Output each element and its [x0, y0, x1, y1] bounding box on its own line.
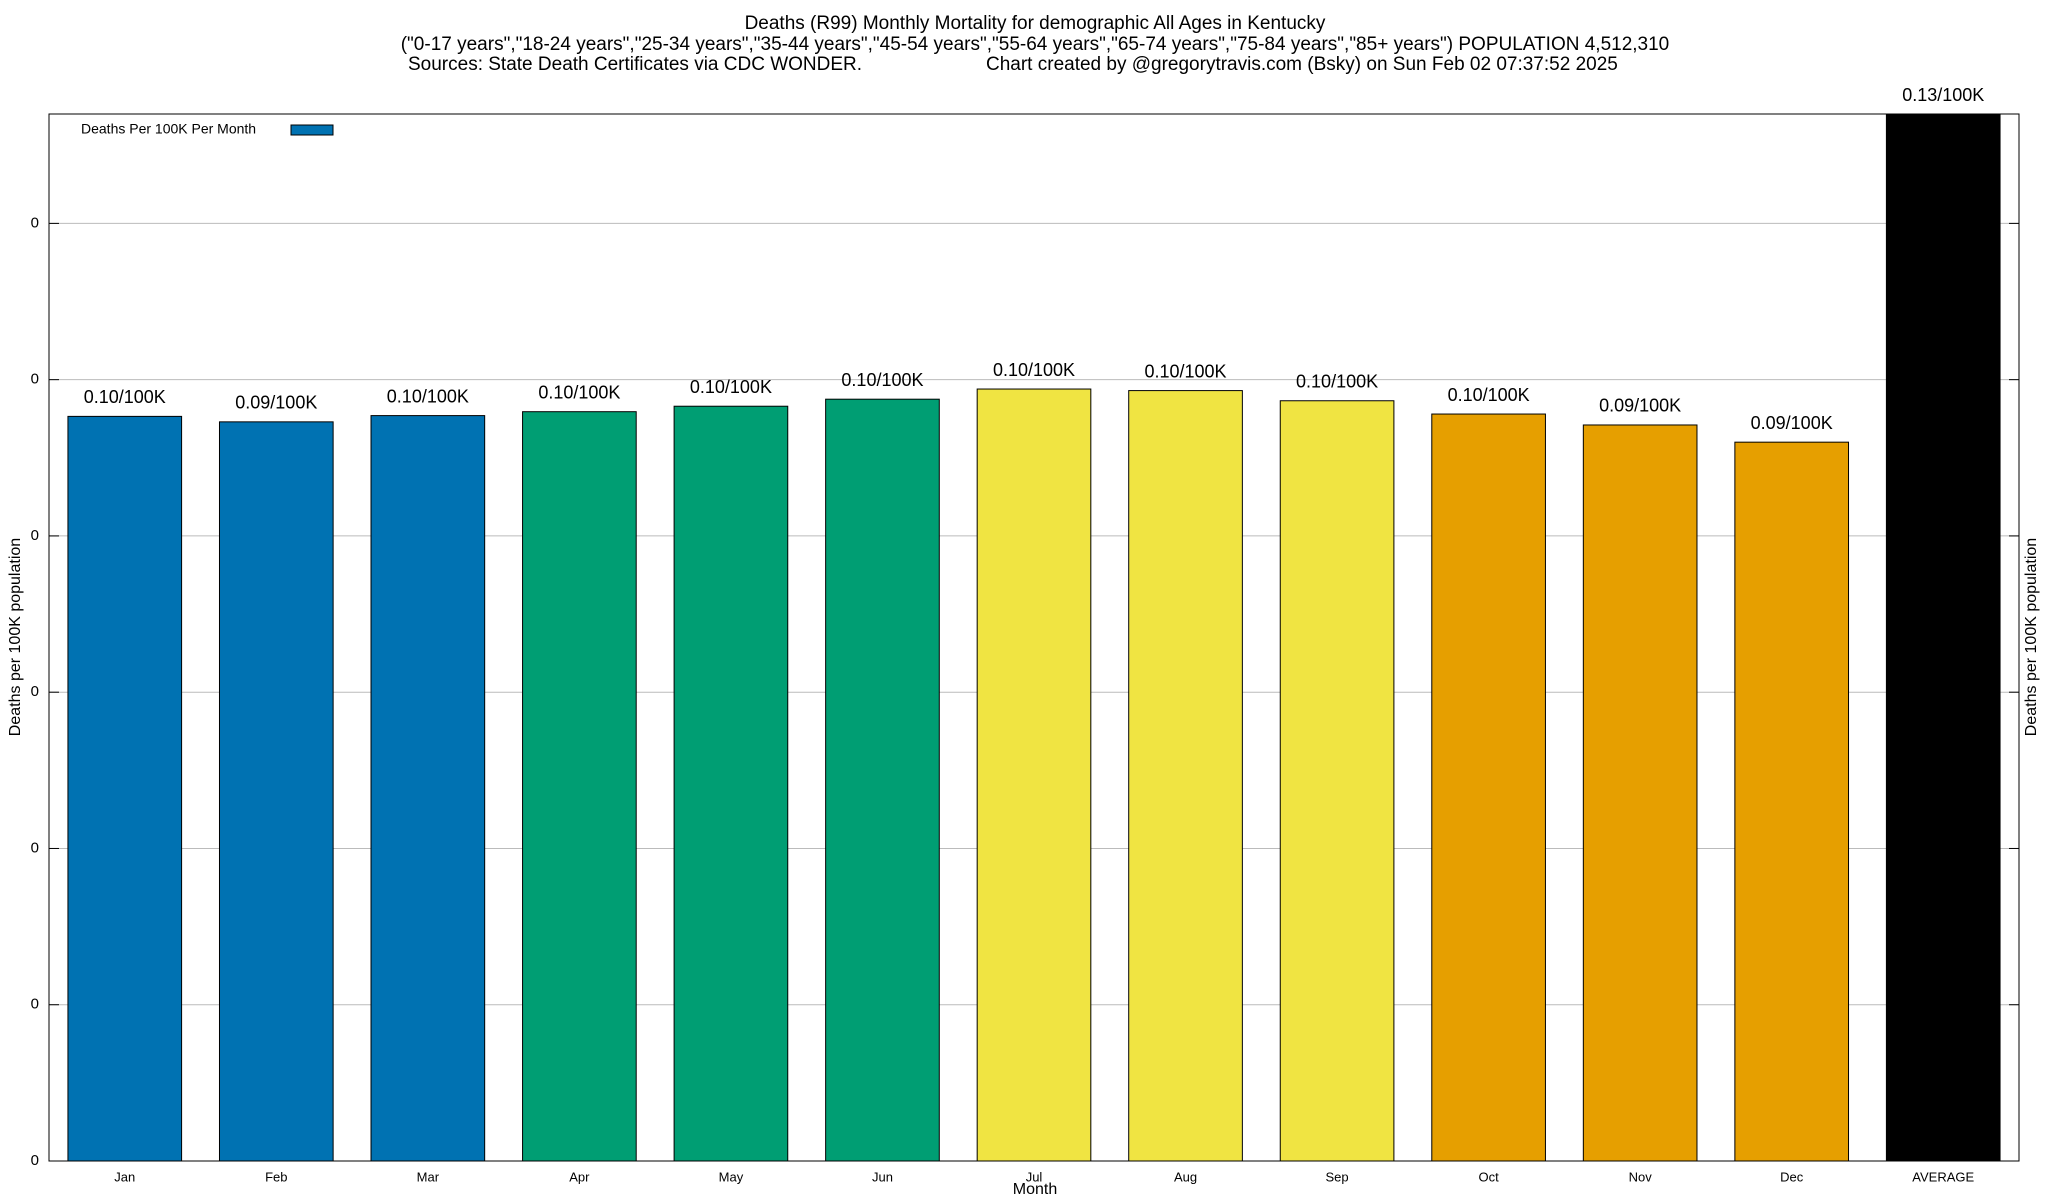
value-label: 0.10/100K — [84, 387, 166, 407]
value-label: 0.10/100K — [1144, 361, 1226, 381]
x-tick-label: Jun — [872, 1169, 893, 1184]
x-tick-label: AVERAGE — [1912, 1169, 1974, 1184]
bar — [825, 398, 940, 1162]
bar — [1734, 441, 1850, 1162]
bar — [522, 411, 637, 1162]
y-tick-label: 0 — [31, 839, 39, 856]
value-label: 0.10/100K — [690, 377, 772, 397]
y-axis-label: Deaths per 100K population — [7, 538, 24, 736]
value-label: 0.10/100K — [993, 360, 1075, 380]
chart-subtitle: ("0-17 years","18-24 years","25-34 years… — [401, 34, 1670, 55]
y-tick-label: 0 — [31, 214, 39, 231]
bar — [1885, 113, 2001, 1162]
x-tick-label: May — [719, 1169, 744, 1184]
x-tick-label: Jul — [1026, 1169, 1043, 1184]
x-tick-label: Sep — [1326, 1169, 1349, 1184]
chart-sources: Sources: State Death Certificates via CD… — [408, 54, 862, 75]
y-tick-label: 0 — [31, 371, 39, 388]
value-label: 0.10/100K — [387, 386, 469, 406]
chart-credit: Chart created by @gregorytravis.com (Bsk… — [986, 54, 1618, 75]
x-tick-label: Mar — [417, 1169, 440, 1184]
value-label: 0.10/100K — [538, 382, 620, 402]
plot-frame — [48, 113, 2020, 1162]
bar — [976, 388, 1092, 1162]
x-axis-label: Month — [1013, 1181, 1057, 1198]
bar — [1128, 390, 1243, 1162]
value-label: 0.10/100K — [1448, 385, 1530, 405]
value-label: 0.10/100K — [1296, 372, 1378, 392]
y-tick-label: 0 — [31, 683, 39, 700]
bar — [67, 415, 183, 1162]
y2-axis-label: Deaths per 100K population — [2023, 538, 2040, 736]
x-tick-label: Oct — [1478, 1169, 1499, 1184]
value-label: 0.09/100K — [1751, 413, 1833, 433]
bar — [370, 415, 486, 1162]
bar — [218, 421, 334, 1162]
x-tick-label: Apr — [569, 1169, 590, 1184]
x-tick-label: Nov — [1629, 1169, 1653, 1184]
chart-title: Deaths (R99) Monthly Mortality for demog… — [745, 13, 1326, 34]
value-label: 0.09/100K — [1599, 396, 1681, 416]
bar — [1279, 400, 1395, 1162]
legend-label: Deaths Per 100K Per Month — [81, 121, 256, 137]
bar — [1582, 424, 1698, 1162]
bar — [1431, 413, 1546, 1162]
x-tick-label: Dec — [1780, 1169, 1804, 1184]
value-label: 0.09/100K — [235, 393, 317, 413]
value-label: 0.10/100K — [841, 370, 923, 390]
y-tick-label: 0 — [31, 996, 39, 1013]
value-label: 0.13/100K — [1902, 85, 1984, 105]
y-tick-label: 0 — [31, 527, 39, 544]
bar — [673, 405, 789, 1162]
x-tick-label: Aug — [1174, 1169, 1197, 1184]
legend-swatch — [290, 124, 334, 136]
y-tick-label: 0 — [31, 1152, 39, 1169]
x-tick-label: Jan — [114, 1169, 135, 1184]
x-tick-label: Feb — [265, 1169, 287, 1184]
